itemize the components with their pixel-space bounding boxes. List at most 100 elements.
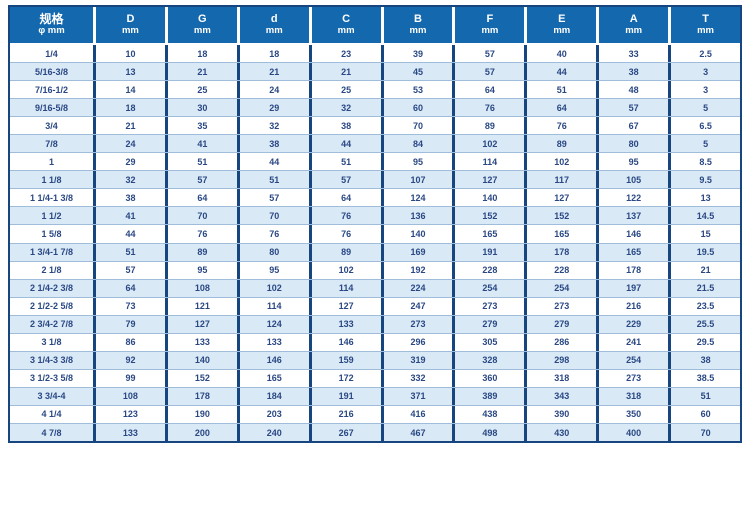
table-cell: 14 (96, 81, 168, 99)
table-row: 3 1/2-3 5/8 99 152 165 172 332 360 318 273 38.5 (10, 368, 740, 387)
column-header-label: B (414, 13, 422, 26)
table-cell: 178 (527, 243, 600, 261)
table-cell: 89 (527, 135, 600, 153)
table-row: 3 1/8 86 133 133 146 296 305 286 241 29.5 (10, 332, 740, 351)
spec-cell: 3 1/4-3 3/8 (10, 351, 96, 369)
table-cell: 140 (168, 351, 240, 369)
table-row: 1 29 51 44 51 95 114 102 95 8.5 (10, 152, 740, 171)
table-cell: 124 (240, 315, 312, 333)
column-header-unit: mm (625, 24, 643, 36)
table-cell: 18 (240, 45, 312, 63)
table-cell: 95 (384, 153, 456, 171)
column-header-label: C (342, 13, 351, 26)
column-header-label: G (198, 13, 207, 26)
table-cell: 133 (96, 423, 168, 442)
spec-cell: 1 3/4-1 7/8 (10, 243, 96, 261)
table-row: 5/16-3/8 13 21 21 21 45 57 44 38 3 (10, 62, 740, 81)
table-cell: 44 (96, 225, 168, 243)
column-header-label: 规格 (39, 11, 64, 26)
table-cell: 25.5 (696, 319, 715, 330)
table-cell: 273 (527, 297, 600, 315)
table-row: 4 7/8 133 200 240 267 467 498 430 400 70 (10, 422, 740, 442)
table-row: 7/16-1/2 14 25 24 25 53 64 51 48 3 (10, 80, 740, 99)
table-cell: 123 (96, 405, 168, 423)
table-cell: 40 (527, 45, 600, 63)
table-cell: 39 (384, 45, 456, 63)
table-cell: 172 (312, 369, 384, 387)
table-cell: 133 (240, 333, 312, 351)
column-header-unit: mm (409, 24, 427, 36)
table-cell: 32 (312, 99, 384, 117)
table-cell: 318 (599, 387, 672, 405)
table-cell: 23 (312, 45, 384, 63)
table-cell: 279 (455, 315, 528, 333)
table-cell: 18 (96, 99, 168, 117)
table-cell: 247 (384, 297, 456, 315)
table-cell: 57 (312, 171, 384, 189)
table-cell: 140 (455, 189, 528, 207)
table-cell: 133 (312, 315, 384, 333)
table-cell: 191 (312, 387, 384, 405)
table-cell: 73 (96, 297, 168, 315)
table-cell: 430 (527, 423, 600, 442)
table-cell: 64 (168, 189, 240, 207)
table-cell: 86 (96, 333, 168, 351)
spec-cell: 2 1/2-2 5/8 (10, 297, 96, 315)
table-cell: 146 (599, 225, 672, 243)
table-cell: 38 (599, 63, 672, 81)
table-cell: 64 (96, 279, 168, 297)
table-cell: 21 (312, 63, 384, 81)
spec-cell: 7/8 (10, 135, 96, 153)
table-cell: 137 (599, 207, 672, 225)
spec-cell: 1 (10, 153, 96, 171)
table-cell: 146 (240, 351, 312, 369)
spec-cell: 1/4 (10, 45, 96, 63)
table-cell: 80 (240, 243, 312, 261)
table-cell: 192 (384, 261, 456, 279)
column-header-unit: mm (121, 24, 139, 36)
table-cell: 102 (312, 261, 384, 279)
table-cell: 114 (455, 153, 528, 171)
table-cell: 360 (455, 369, 528, 387)
table-cell: 121 (168, 297, 240, 315)
table-row: 3 1/4-3 3/8 92 140 146 159 319 328 298 254 38 (10, 350, 740, 369)
table-cell: 267 (312, 423, 384, 442)
table-row: 1 1/2 41 70 70 76 136 152 152 137 14.5 (10, 206, 740, 225)
spec-cell: 3 3/4-4 (10, 387, 96, 405)
table-cell: 165 (455, 225, 528, 243)
table-cell: 44 (527, 63, 600, 81)
table-cell: 44 (240, 153, 312, 171)
column-header-d: d mm (239, 7, 312, 43)
table-cell: 279 (527, 315, 600, 333)
table-cell: 57 (599, 99, 672, 117)
table-cell: 117 (527, 171, 600, 189)
table-cell: 216 (599, 297, 672, 315)
table-cell: 76 (527, 117, 600, 135)
table-cell: 95 (168, 261, 240, 279)
table-cell: 32 (96, 171, 168, 189)
table-cell: 79 (96, 315, 168, 333)
spec-cell: 1 1/4-1 3/8 (10, 189, 96, 207)
table-cell: 51 (240, 171, 312, 189)
table-cell: 57 (455, 45, 528, 63)
column-header-unit: mm (697, 24, 715, 36)
spec-cell: 7/16-1/2 (10, 81, 96, 99)
table-cell: 13 (96, 63, 168, 81)
table-body: 1/4 10 18 18 23 39 57 40 33 2.5 5/16-3/8 13 21 21 21 45… (10, 45, 740, 442)
table-cell: 80 (599, 135, 672, 153)
table-cell: 29 (96, 153, 168, 171)
table-cell: 24 (240, 81, 312, 99)
column-header-unit: mm (337, 24, 355, 36)
table-cell: 319 (384, 351, 456, 369)
table-cell: 190 (168, 405, 240, 423)
table-cell: 32 (240, 117, 312, 135)
table-cell: 108 (96, 387, 168, 405)
spec-cell: 4 1/4 (10, 405, 96, 423)
table-cell: 159 (312, 351, 384, 369)
